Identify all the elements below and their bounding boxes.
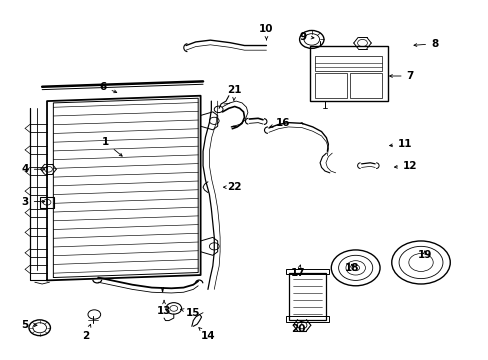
Text: 5: 5: [21, 320, 37, 330]
Text: 8: 8: [413, 39, 437, 49]
Text: 14: 14: [199, 328, 215, 341]
Text: 18: 18: [344, 263, 358, 273]
Text: 22: 22: [223, 182, 242, 192]
Text: 12: 12: [394, 161, 417, 171]
Text: 10: 10: [259, 24, 273, 40]
Text: 21: 21: [227, 85, 242, 101]
Text: 17: 17: [290, 265, 305, 278]
Bar: [289, 273, 325, 320]
Text: 3: 3: [21, 197, 45, 207]
Text: 15: 15: [180, 308, 200, 318]
Text: 9: 9: [299, 32, 313, 41]
Text: 1: 1: [102, 138, 122, 156]
Bar: [349, 73, 381, 98]
Bar: [315, 56, 381, 71]
Bar: [285, 269, 328, 274]
Text: 11: 11: [389, 139, 412, 149]
Text: 20: 20: [290, 321, 305, 334]
Bar: [310, 45, 387, 101]
Text: 2: 2: [82, 324, 91, 341]
Text: 16: 16: [269, 118, 290, 128]
Text: 7: 7: [389, 71, 413, 81]
Bar: [40, 197, 54, 208]
Text: 13: 13: [157, 300, 171, 316]
Text: 19: 19: [417, 250, 431, 260]
Text: 6: 6: [99, 82, 117, 93]
Bar: [285, 316, 328, 321]
Text: 4: 4: [21, 164, 45, 174]
Bar: [315, 73, 346, 98]
